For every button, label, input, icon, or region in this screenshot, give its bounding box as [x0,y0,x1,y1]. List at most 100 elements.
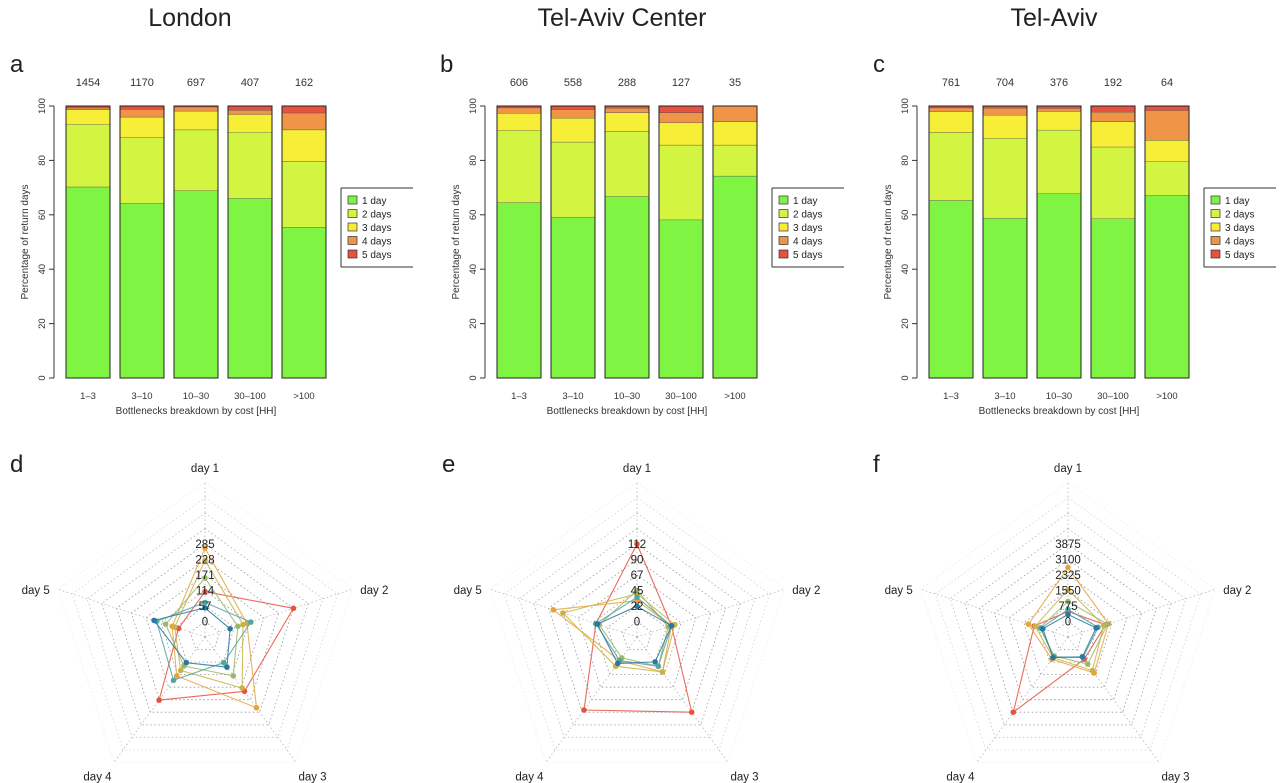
bar-segment-5-day [605,106,649,108]
legend-swatch [347,222,358,232]
bar-segment-5-day [1091,106,1135,112]
bar-outline [928,105,974,379]
radar-series-line [583,542,693,713]
legend: 1 day 2 days 3 days 4 days 5 days [340,187,413,268]
radar-series-line [1042,613,1097,659]
bar-segment-3-day [1091,121,1135,147]
count-label: 606 [510,77,528,89]
radar-point [614,660,621,667]
radar-chart-f: 0 775 1550 2325 3100 3875 day 1 day 2 day 3 day 4… [885,463,1252,783]
count-label: 127 [672,77,690,89]
radar-point [1040,626,1046,632]
bar-segment-1-day [66,186,110,378]
radar-point [1104,621,1111,627]
bar-segment-3-day [929,111,973,133]
legend-label: 2 days [1225,210,1254,221]
radar-web-ring [548,543,726,713]
radar-axis-label: day 4 [515,772,544,783]
legend-swatch [347,249,358,259]
y-tick-label: 0 [37,375,48,380]
bar-segment-1-day [983,218,1027,378]
bar-outline [658,105,704,379]
legend-label: 4 days [1225,237,1254,248]
radar-web-ring [621,621,653,650]
bar-segment-2-day [551,141,595,217]
radar-ring-label: 1550 [1055,586,1081,598]
y-tick-label: 20 [468,318,479,329]
radar-point [668,623,675,629]
radar-web-ring [71,497,339,751]
bar-outline [496,105,542,379]
bar-segment-1-day [551,216,595,378]
bar-segment-5-day [228,106,272,111]
bar-segment-3-day [1037,111,1081,130]
radar-axis-label: day 2 [360,585,388,597]
bar-segment-3-day [66,109,110,125]
bar-segment-2-day [605,131,649,197]
radar-series-line [174,559,244,689]
radar-chart-e: 0 22 45 67 90 112 day 1 day 2 day 3 day 4 day 5 [454,463,821,783]
radar-web-ring [86,512,324,738]
bar-segment-1-day [282,227,326,378]
radar-ring-label: 0 [202,617,208,629]
x-tick-label: 10–30 [1046,391,1072,402]
radar-axis-label: day 2 [1223,585,1251,597]
legend-swatch [778,236,789,245]
bar-outline [1036,105,1082,379]
y-tick-label: 40 [900,264,911,275]
radar-web-ring [577,574,697,688]
count-label: 162 [295,77,313,89]
radar-web-ring [934,497,1202,751]
bar-segment-5-day [929,106,973,108]
bar-segment-4-day [1037,108,1081,112]
radar-point [202,575,208,581]
y-tick-label: 0 [900,375,911,380]
bar-segment-4-day [1145,110,1189,140]
count-label: 704 [996,77,1014,89]
radar-spoke [636,636,729,763]
x-axis-label: Bottlenecks breakdown by cost [HH] [979,406,1140,417]
bar-segment-4-day [605,107,649,113]
radar-point [1050,654,1056,661]
bar-outline [119,105,165,379]
bar-segment-2-day [1145,161,1189,196]
legend-label: 4 days [793,237,822,248]
bar-segment-1-day [120,203,164,378]
radar-point [224,664,230,670]
radar-point [202,557,208,564]
legend-swatch [347,236,358,245]
count-label: 192 [1104,77,1122,89]
legend-swatch [778,195,789,205]
panel-letter-d: d [10,451,23,478]
count-label: 407 [241,77,259,89]
radar-ring-label: 67 [631,570,644,582]
radar-point [1093,625,1099,631]
y-tick-label: 80 [37,155,48,166]
radar-web-ring [160,590,250,675]
bar-segment-4-day [713,106,757,122]
bar-segment-5-day [282,106,326,113]
radar-spoke [57,588,206,638]
radar-series-line [595,596,673,667]
bar-outline [1090,105,1136,379]
legend-swatch [1210,222,1221,232]
radar-axis-label: day 5 [454,585,482,597]
legend-label: 4 days [362,237,391,248]
y-tick-label: 60 [900,210,911,221]
radar-axis-label: day 5 [22,585,50,597]
radar-point [202,599,208,606]
x-tick-label: 1–3 [943,391,959,402]
bar-segment-3-day [551,117,595,142]
radar-point [594,621,601,627]
radar-point [1079,654,1086,660]
y-tick-label: 100 [900,98,911,114]
radar-point [162,621,169,627]
bar-segment-4-day [497,107,541,114]
radar-spoke [1067,588,1216,638]
bar-segment-1-day [605,196,649,378]
bar-segment-3-day [228,114,272,133]
count-label: 558 [564,77,582,89]
x-tick-label: >100 [1156,391,1177,402]
bar-outline [227,105,273,379]
radar-point [248,619,254,625]
